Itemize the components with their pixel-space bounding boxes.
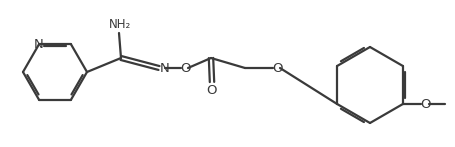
Text: O: O: [180, 61, 191, 75]
Text: O: O: [420, 97, 430, 111]
Text: N: N: [160, 61, 170, 75]
Text: NH₂: NH₂: [109, 17, 131, 30]
Text: O: O: [272, 61, 283, 75]
Text: N: N: [34, 38, 44, 51]
Text: O: O: [206, 83, 217, 96]
